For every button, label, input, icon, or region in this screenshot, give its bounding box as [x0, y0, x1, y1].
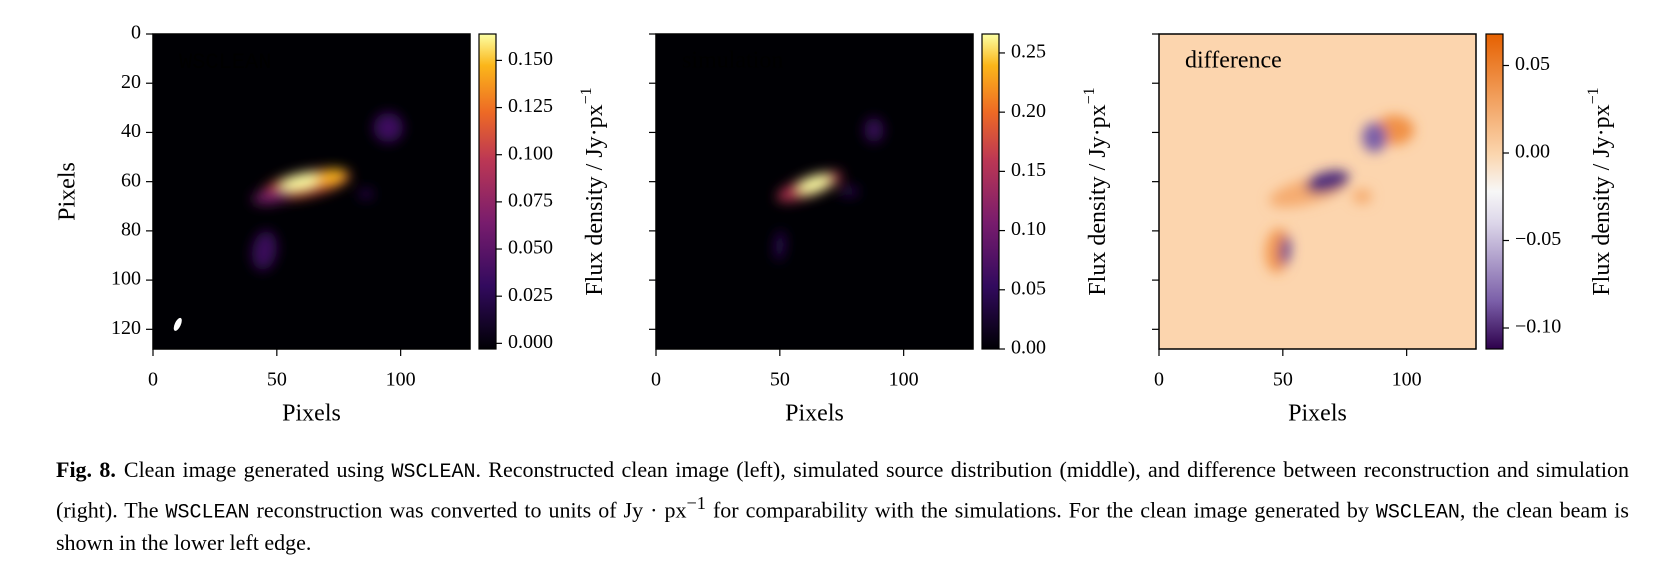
- colorbar: [981, 33, 1000, 350]
- colorbar-tick-label: 0.000: [508, 331, 553, 353]
- emission-blob: [358, 189, 374, 199]
- colorbar-tick-label: 0.025: [508, 284, 553, 306]
- y-axis-label: Pixels: [55, 162, 81, 221]
- x-axis-label: Pixels: [1288, 401, 1347, 427]
- panel-title: simulation: [682, 48, 783, 74]
- y-tick-label: 120: [111, 317, 141, 339]
- caption-text: . Reconstructed clean image (left), simu…: [56, 457, 1629, 523]
- colorbar-tick-label: −0.10: [1515, 316, 1561, 338]
- clean-beam: [173, 317, 182, 331]
- emission-blob: [316, 168, 346, 185]
- colorbar-tick-label: 0.25: [1011, 41, 1046, 63]
- x-tick-label: 50: [267, 369, 287, 391]
- caption: Fig. 8. Clean image generated using WSCLE…: [56, 455, 1629, 558]
- colorbar-label: Flux density / Jy·px−1: [1585, 87, 1615, 295]
- colorbar: [1485, 33, 1504, 350]
- x-tick-label: 100: [386, 369, 416, 391]
- emission-blob: [1362, 122, 1387, 153]
- colorbar: [478, 33, 497, 350]
- emission-blob: [797, 174, 832, 194]
- colorbar-tick-label: 0.050: [508, 237, 553, 259]
- colorbar-label-sup: −1: [1585, 87, 1602, 104]
- caption-label: Fig. 8.: [56, 457, 116, 482]
- emission-blob: [839, 186, 860, 197]
- colorbar-label-text: Flux density / Jy·px: [1589, 104, 1615, 295]
- colorbar-label-sup: −1: [578, 87, 595, 104]
- colorbar-tick-label: −0.05: [1515, 228, 1561, 250]
- caption-text: for comparability with the simulations. …: [705, 497, 1376, 523]
- colorbar-tick-label: 0.075: [508, 189, 553, 211]
- colorbar-tick-label: 0.15: [1011, 159, 1046, 181]
- emission-blob: [864, 117, 884, 143]
- frame: [655, 33, 974, 350]
- emission-blob: [1352, 188, 1372, 204]
- figure: WSCLEAN 0 50 100 0 20 40 60 80 100 120 Pixels Pixels…: [55, 22, 1615, 427]
- colorbar-tick-label: 0.10: [1011, 218, 1046, 240]
- x-tick-label: 0: [148, 369, 158, 391]
- x-tick-label: 50: [770, 369, 790, 391]
- emission-blob: [1305, 170, 1350, 193]
- colorbar-label-text: Flux density / Jy·px: [1085, 104, 1111, 295]
- colorbar-tick-label: 0.05: [1011, 277, 1046, 299]
- colorbar-tick-label: 0.00: [1011, 337, 1046, 359]
- colorbar-label-sup: −1: [1081, 87, 1098, 104]
- colorbar-tick-label: 0.20: [1011, 100, 1046, 122]
- emission-blob: [373, 112, 404, 143]
- x-tick-label: 50: [1273, 369, 1293, 391]
- emission: [251, 112, 404, 271]
- colorbar-tick-label: 0.150: [508, 48, 553, 70]
- x-axis-label: Pixels: [785, 401, 844, 427]
- caption-code: WSCLEAN: [165, 501, 250, 525]
- frame: [152, 33, 471, 350]
- y-tick-label: 60: [121, 169, 141, 191]
- frame: [1158, 33, 1477, 350]
- colorbar-tick-label: 0.00: [1515, 141, 1550, 163]
- x-tick-label: 0: [651, 369, 661, 391]
- colorbar-label: Flux density / Jy·px−1: [1081, 87, 1111, 295]
- y-tick-label: 40: [121, 120, 141, 142]
- emission: [774, 117, 884, 261]
- emission-blob: [251, 230, 278, 271]
- y-tick-label: 0: [131, 22, 141, 44]
- colorbar-label: Flux density / Jy·px−1: [578, 87, 608, 295]
- caption-text: Clean image generated using: [123, 457, 392, 482]
- panel-title: WSCLEAN: [179, 50, 271, 75]
- caption-code: WSCLEAN: [391, 461, 476, 484]
- emission-blob: [774, 230, 785, 261]
- caption-text: −1: [686, 493, 706, 513]
- x-tick-label: 100: [1392, 369, 1422, 391]
- x-tick-label: 100: [889, 369, 919, 391]
- colorbar-tick-label: 0.100: [508, 142, 553, 164]
- colorbar-label-text: Flux density / Jy·px: [582, 104, 608, 295]
- x-axis-label: Pixels: [282, 401, 341, 427]
- emission-blob: [1280, 235, 1291, 266]
- caption-text: , the clean beam is shown in the lower l…: [56, 497, 1629, 556]
- caption-text: reconstruction was converted to units of…: [249, 497, 687, 523]
- x-tick-label: 0: [1154, 369, 1164, 391]
- emission: [1265, 115, 1415, 273]
- y-tick-label: 100: [111, 268, 141, 290]
- colorbar-tick-label: 0.05: [1515, 53, 1550, 75]
- emission-blob: [252, 188, 292, 205]
- colorbar-tick-label: 0.125: [508, 95, 553, 117]
- y-tick-label: 80: [121, 218, 141, 240]
- emission-blob: [279, 173, 324, 191]
- y-tick-label: 20: [121, 71, 141, 93]
- caption-code: WSCLEAN: [1375, 501, 1460, 525]
- panel-title: difference: [1185, 48, 1282, 74]
